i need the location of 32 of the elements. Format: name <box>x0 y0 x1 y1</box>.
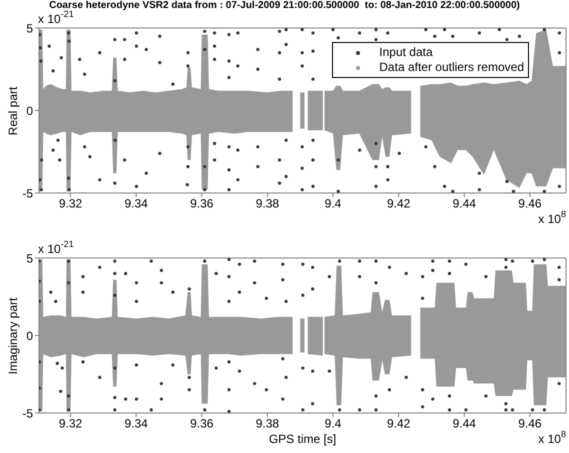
y-tick-label: -5 <box>22 406 34 420</box>
x-tick-label: 9.32 <box>58 416 83 431</box>
x-axis-title: GPS time [s] <box>268 432 336 446</box>
x-tick-label: 9.44 <box>452 416 476 431</box>
x-tick-label: 9.34 <box>124 416 148 431</box>
y-tick-label: -5 <box>22 186 34 200</box>
x-tick-label: 9.42 <box>386 416 411 431</box>
legend-label: Input data <box>379 45 433 60</box>
y-axis-title: Real part <box>6 86 20 135</box>
x-tick-label: 9.46 <box>518 196 542 211</box>
legend-label: Data after outliers removed <box>379 60 524 75</box>
x-tick-label: 9.42 <box>386 196 411 211</box>
text: x 10$^{-21}$ <box>38 9 74 26</box>
x-tick-label: 9.4 <box>324 416 342 431</box>
y-axis-title: Imaginary part <box>6 297 20 374</box>
x-tick-label: 9.36 <box>190 196 214 211</box>
x-tick-label: 9.36 <box>190 416 214 431</box>
x-tick-label: 9.38 <box>256 196 280 211</box>
x-tick-label: 9.44 <box>452 196 476 211</box>
x-tick-label: 9.32 <box>58 196 83 211</box>
y-tick-label: 0 <box>26 328 34 343</box>
text: x 10$^{-21}$ <box>38 239 74 256</box>
text: x 10$^{8}$ <box>538 429 566 446</box>
y-tick-label: 0 <box>26 104 34 118</box>
y-tick-label: 5 <box>26 21 34 36</box>
x-tick-label: 9.46 <box>518 416 542 431</box>
y-tick-label: 5 <box>26 251 34 266</box>
x-tick-label: 9.38 <box>256 416 280 431</box>
chart-title: Coarse heterodyne VSR2 data from : 07-Jul-2009 21:00:00.500000 to: 08-Jan-2010 22:00:00.500000) <box>48 0 521 11</box>
x-tick-label: 9.34 <box>124 196 148 211</box>
text: x 10$^{8}$ <box>538 209 566 226</box>
x-tick-label: 9.4 <box>324 196 342 211</box>
